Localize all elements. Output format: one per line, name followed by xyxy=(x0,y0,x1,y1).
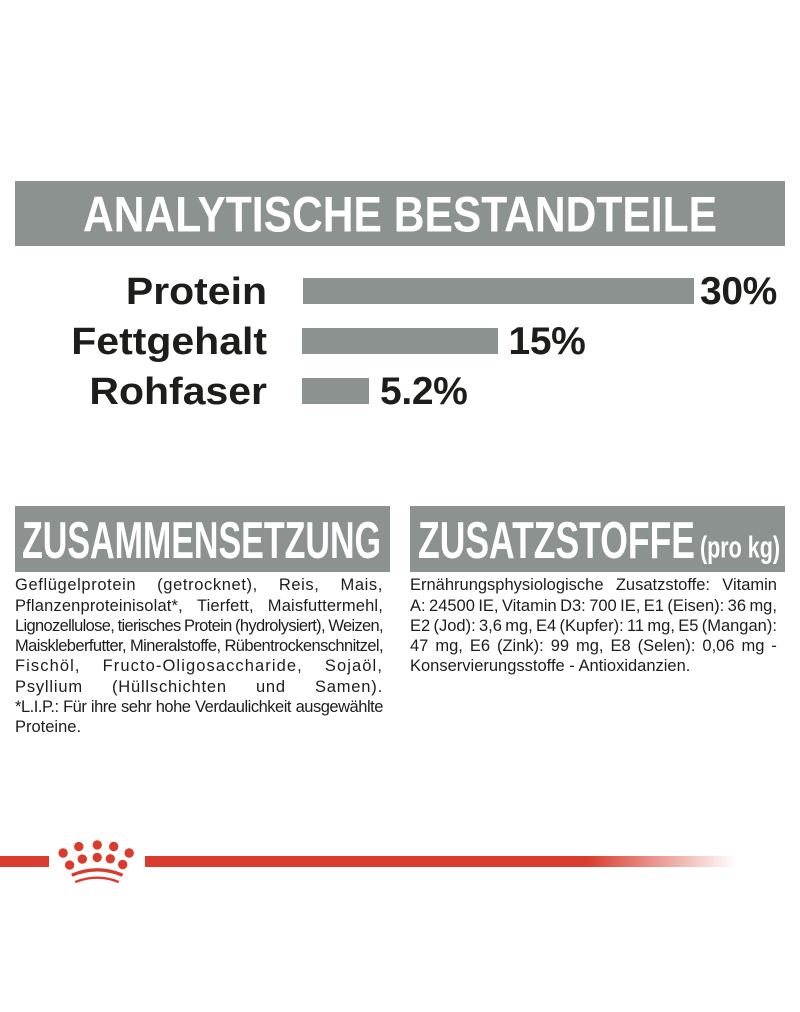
svg-text:(pro kg): (pro kg) xyxy=(700,530,780,565)
svg-text:ANALYTISCHE BESTANDTEILE: ANALYTISCHE BESTANDTEILE xyxy=(83,187,717,243)
svg-text:ZUSATZSTOFFE: ZUSATZSTOFFE xyxy=(418,512,695,570)
svg-text:ZUSAMMENSETZUNG: ZUSAMMENSETZUNG xyxy=(22,512,381,570)
